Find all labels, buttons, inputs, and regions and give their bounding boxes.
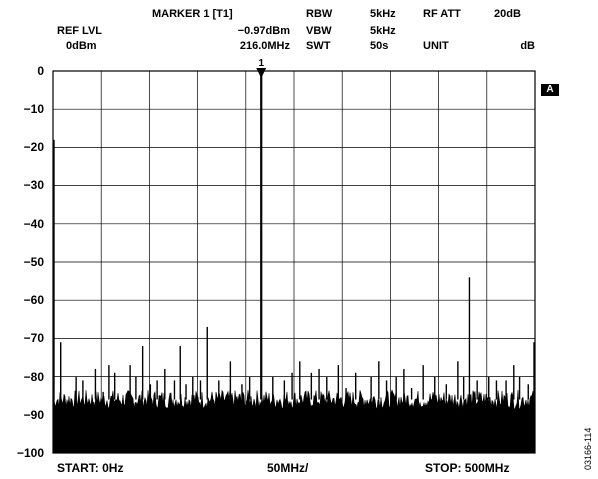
y-tick-label: −100 xyxy=(16,446,44,460)
y-tick-label: −10 xyxy=(23,102,44,116)
marker-frequency: 216.0MHz xyxy=(239,40,290,52)
marker-layer: 1 xyxy=(256,58,267,78)
trace-badge: A xyxy=(541,84,559,96)
ref-level-label: REF LVL xyxy=(57,25,103,37)
unit-label: UNIT xyxy=(423,40,449,52)
y-tick-label: −50 xyxy=(23,255,44,269)
y-tick-label: 0 xyxy=(37,64,44,78)
figure-id: 03166-114 xyxy=(583,427,593,470)
unit-value: dB xyxy=(520,40,535,52)
marker-triangle xyxy=(256,68,267,78)
frequency-per-division: 50MHz/ xyxy=(267,461,309,475)
y-tick-label: −70 xyxy=(23,331,44,345)
marker-level: −0.97dBm xyxy=(237,25,290,37)
rbw-label: RBW xyxy=(306,8,333,20)
marker-label: MARKER 1 [T1] xyxy=(152,8,233,20)
swt-value: 50s xyxy=(370,40,389,52)
spectrum-trace xyxy=(52,74,536,454)
vbw-label: VBW xyxy=(306,25,332,37)
y-tick-label: −20 xyxy=(23,140,44,154)
swt-label: SWT xyxy=(306,40,331,52)
rf-att-label: RF ATT xyxy=(423,8,461,20)
vbw-value: 5kHz xyxy=(370,25,396,37)
start-frequency: START: 0Hz xyxy=(57,461,124,475)
y-tick-label: −40 xyxy=(23,217,44,231)
y-tick-label: −30 xyxy=(23,178,44,192)
rf-att-value: 20dB xyxy=(494,8,521,20)
rbw-value: 5kHz xyxy=(370,8,396,20)
ref-level-value: 0dBm xyxy=(66,40,97,52)
stop-frequency: STOP: 500MHz xyxy=(425,461,510,475)
y-tick-label: −90 xyxy=(23,408,44,422)
y-tick-label: −80 xyxy=(23,370,44,384)
y-tick-label: −60 xyxy=(23,293,44,307)
noise-floor xyxy=(52,389,536,454)
marker-number: 1 xyxy=(258,58,264,69)
